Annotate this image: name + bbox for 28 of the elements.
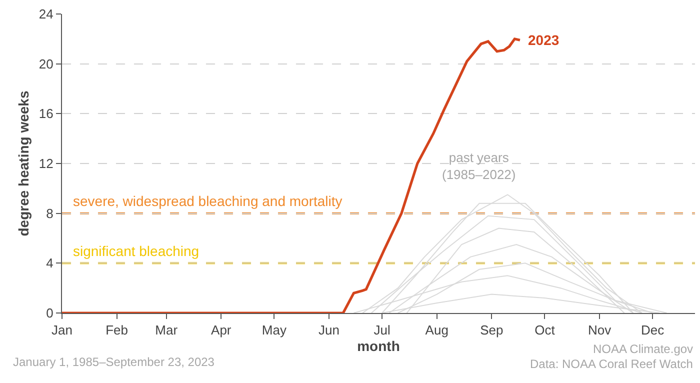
y-tick-label: 16 bbox=[38, 106, 54, 122]
ref-line-label: severe, widespread bleaching and mortality bbox=[73, 193, 342, 209]
x-tick-label: Oct bbox=[534, 322, 556, 338]
y-tick-label: 8 bbox=[46, 206, 54, 221]
text: January 1, 1985–September 23, 2023 bbox=[13, 355, 215, 369]
x-tick-label: Jan bbox=[52, 322, 72, 338]
text: Data: NOAA Coral Reef Watch bbox=[530, 357, 693, 371]
x-tick-label: Mar bbox=[155, 322, 178, 338]
x-tick-label: Nov bbox=[588, 322, 612, 338]
y-tick-label: 20 bbox=[38, 56, 54, 72]
x-tick-label: Jun bbox=[318, 322, 340, 338]
x-axis-title: month bbox=[357, 338, 400, 354]
y-axis-title: degree heating weeks bbox=[16, 90, 32, 236]
x-tick-label: Apr bbox=[211, 322, 232, 338]
x-tick-label: Jul bbox=[374, 322, 390, 338]
x-tick-label: Feb bbox=[106, 322, 128, 338]
y-tick-label: 4 bbox=[46, 256, 54, 271]
ref-line-label: significant bleaching bbox=[73, 243, 200, 259]
x-tick-label: Dec bbox=[640, 322, 665, 338]
y-tick-label: 24 bbox=[38, 6, 54, 22]
annotation: past years (1985–2022) bbox=[442, 150, 516, 182]
x-tick-label: May bbox=[262, 322, 287, 338]
y-tick-label: 0 bbox=[46, 306, 54, 321]
y-tick-label: 12 bbox=[38, 156, 54, 172]
x-tick-label: Sep bbox=[480, 322, 504, 338]
x-tick-label: Aug bbox=[425, 322, 448, 338]
series-label: 2023 bbox=[528, 32, 560, 48]
text: NOAA Climate.gov bbox=[593, 342, 694, 356]
